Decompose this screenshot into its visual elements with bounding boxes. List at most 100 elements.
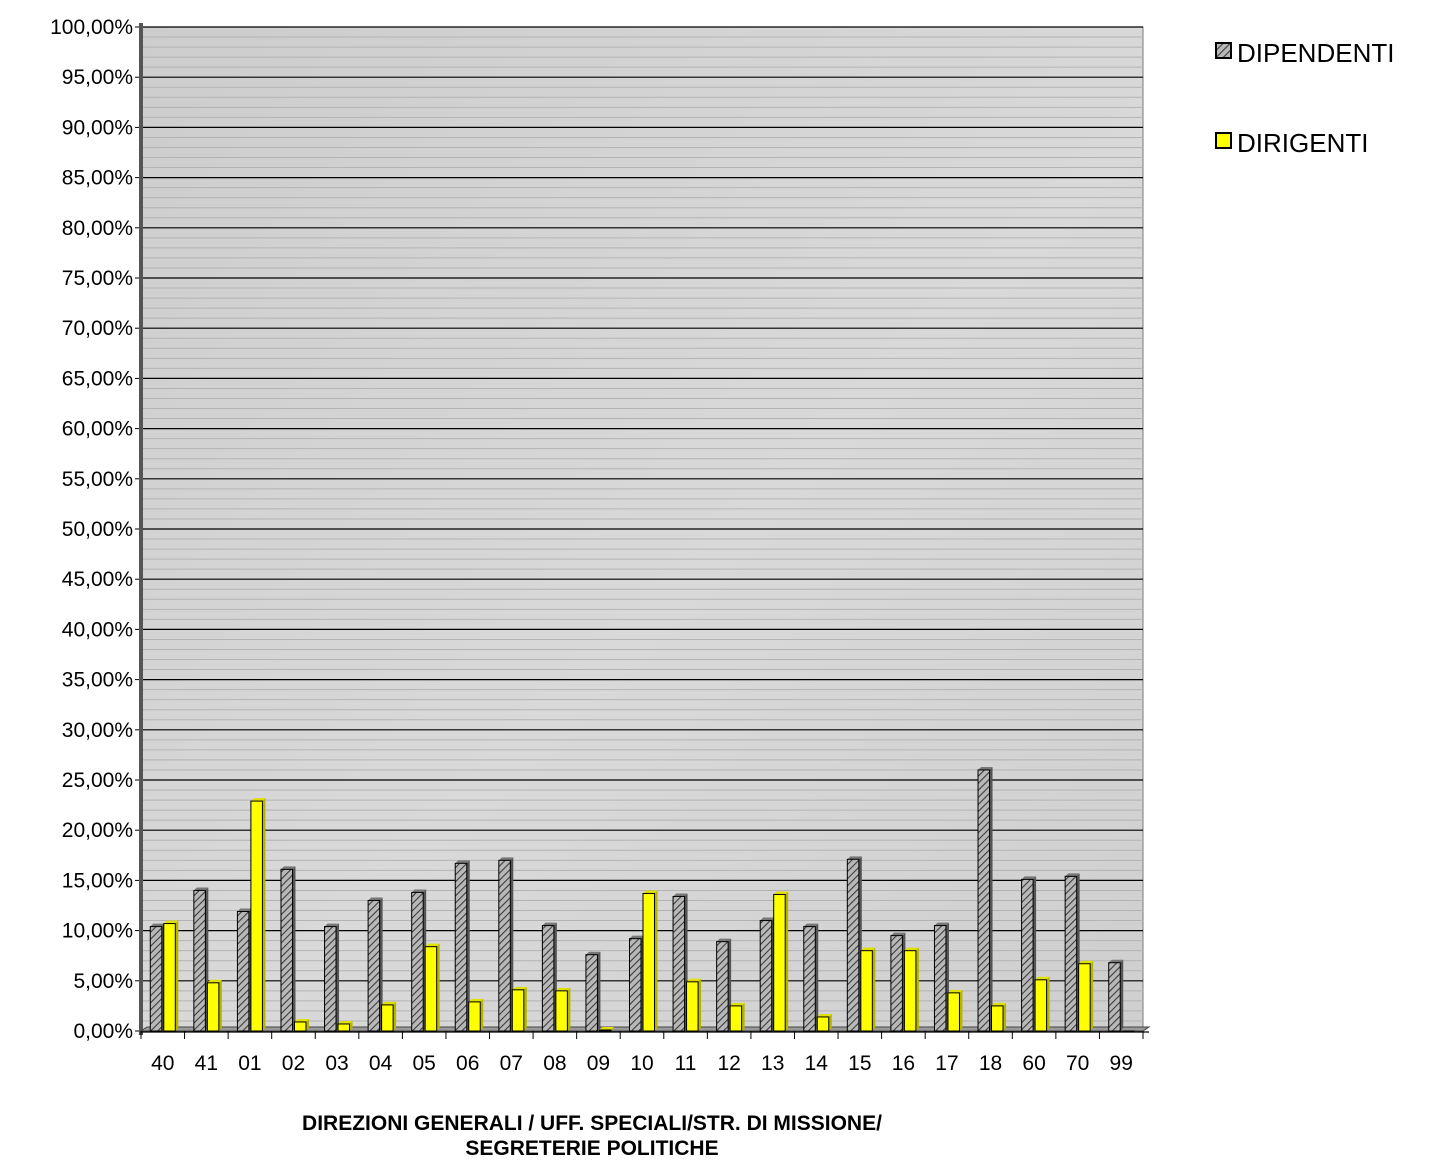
bar-dipendenti-13 [759, 920, 773, 1032]
bar-dirigenti-60 [1034, 979, 1048, 1032]
legend-label: DIRIGENTI [1237, 128, 1368, 158]
bar-top [280, 866, 296, 870]
bar-dirigenti-13 [773, 893, 786, 1032]
x-tick-label: 11 [675, 1052, 697, 1075]
x-tick-label: 03 [325, 1052, 348, 1075]
bar-top [847, 856, 862, 860]
minor-gridlines [141, 36, 1143, 1022]
bar-dirigenti-99 [1121, 1030, 1135, 1032]
y-tick-label: 60,00% [62, 418, 133, 441]
bars [149, 766, 1135, 1032]
bar-top [716, 938, 732, 942]
bar-top [542, 922, 557, 926]
bar-dipendenti-03 [324, 926, 337, 1032]
bar-side [610, 1026, 614, 1031]
bar-dirigenti-05 [424, 946, 438, 1032]
y-tick-label: 75,00% [62, 267, 133, 290]
bar-top [730, 1002, 745, 1006]
y-tick-label: 45,00% [62, 568, 133, 591]
bar-top [643, 890, 658, 894]
bar-top [381, 1001, 397, 1005]
bar-dirigenti-03 [337, 1023, 351, 1032]
major-gridlines [135, 26, 1143, 1032]
bar-dipendenti-05 [411, 891, 424, 1032]
bar-dirigenti-12 [729, 1005, 743, 1032]
bar-dirigenti-01 [250, 800, 263, 1032]
x-tick-label: 18 [979, 1052, 1002, 1075]
bar-dipendenti-10 [629, 938, 642, 1032]
bar-side [523, 986, 527, 1031]
bar-side [915, 947, 919, 1031]
bar-top [673, 893, 688, 897]
bar-side [436, 943, 440, 1031]
bar-dipendenti-70 [1064, 875, 1078, 1032]
x-tick-label: 16 [892, 1052, 915, 1075]
bar-dirigenti-02 [293, 1021, 307, 1032]
bar-top [411, 889, 427, 893]
x-tick-label: 08 [543, 1052, 566, 1075]
bar-dirigenti-40 [163, 923, 176, 1032]
y-tick-label: 35,00% [62, 669, 133, 692]
x-tick-label: 05 [412, 1052, 435, 1075]
bar-dipendenti-99 [1108, 962, 1121, 1032]
bar-side [959, 989, 963, 1031]
bar-side [785, 891, 789, 1031]
legend-swatch [1215, 42, 1232, 59]
bar-dirigenti-15 [860, 950, 873, 1032]
x-tick-label: 60 [1022, 1052, 1045, 1075]
y-tick-label: 100,00% [50, 16, 133, 39]
bar-dipendenti-14 [803, 926, 816, 1032]
bar-side [567, 987, 571, 1031]
bar-top [599, 1026, 614, 1030]
bar-dirigenti-41 [206, 982, 220, 1032]
bar-dirigenti-18 [991, 1005, 1004, 1032]
bar-dirigenti-11 [686, 981, 699, 1032]
bar-top [498, 857, 514, 861]
x-axis-labels: 40 41 01 02 03 04 05 06 07 08 09 10 11 12 13 14 15 16 17 18… [140, 1031, 1144, 1075]
bar-side [1003, 1002, 1007, 1031]
x-tick-label: 14 [805, 1052, 829, 1075]
bar-top [1078, 960, 1094, 964]
bar-side [815, 923, 819, 1031]
bar-top [512, 986, 527, 990]
bar-top [150, 923, 165, 927]
legend-item-dipendenti: DIPENDENTI [1215, 38, 1394, 68]
y-tick-label: 85,00% [62, 167, 133, 190]
bar-dipendenti-16 [890, 935, 903, 1032]
bar-dipendenti-06 [454, 862, 468, 1032]
bar-top [686, 978, 702, 982]
y-tick-label: 0,00% [73, 1020, 133, 1043]
bar-side [989, 766, 993, 1031]
bar-top [193, 887, 209, 891]
x-tick-label: 04 [369, 1052, 393, 1075]
bar-top [455, 860, 470, 864]
bar-side [1090, 960, 1094, 1031]
bar-top [803, 923, 819, 927]
x-tick-label: 07 [500, 1052, 523, 1075]
x-tick-label: 99 [1110, 1052, 1133, 1075]
bar-side [292, 866, 296, 1031]
y-tick-label: 95,00% [62, 66, 133, 89]
bar-side [175, 920, 179, 1031]
bar-side [828, 1013, 832, 1031]
legend: DIPENDENTI DIRIGENTI [1215, 38, 1394, 158]
bar-dirigenti-14 [816, 1016, 830, 1032]
y-tick-label: 65,00% [62, 367, 133, 390]
bar-top [773, 891, 789, 895]
bar-top [890, 932, 906, 936]
bar-dipendenti-09 [585, 954, 598, 1032]
bar-side [1120, 959, 1124, 1031]
y-tick-label: 30,00% [62, 719, 133, 742]
bar-dipendenti-11 [672, 895, 686, 1032]
bar-top [1108, 959, 1124, 963]
x-tick-label: 12 [717, 1052, 740, 1075]
bar-top [468, 998, 484, 1002]
bar-side [597, 951, 601, 1031]
bar-side [872, 947, 876, 1031]
y-axis-labels: 0,00% 5,00% 10,00% 15,00% 20,00% 25,00% 30,00%… [50, 16, 133, 1043]
x-tick-label: 13 [761, 1052, 784, 1075]
bar-side [349, 1020, 353, 1031]
x-axis-title-line: DIREZIONI GENERALI / UFF. SPECIALI/STR. … [302, 1112, 882, 1135]
y-tick-label: 80,00% [62, 217, 133, 240]
x-tick-label: 06 [456, 1052, 479, 1075]
